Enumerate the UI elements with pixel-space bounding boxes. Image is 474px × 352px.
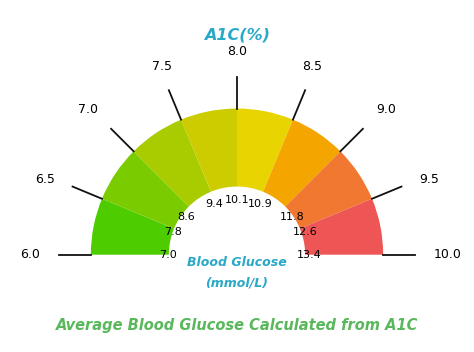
Wedge shape (285, 151, 372, 229)
Text: 9.5: 9.5 (419, 173, 438, 186)
Text: 8.0: 8.0 (227, 45, 247, 58)
Wedge shape (91, 199, 175, 255)
Text: 7.5: 7.5 (152, 60, 172, 73)
Text: 8.6: 8.6 (177, 212, 195, 222)
Text: 7.0: 7.0 (159, 250, 177, 260)
Wedge shape (181, 108, 237, 193)
Circle shape (170, 187, 304, 322)
Text: 10.9: 10.9 (247, 199, 273, 209)
Text: 7.8: 7.8 (164, 227, 182, 237)
Text: 10.1: 10.1 (225, 195, 249, 205)
Wedge shape (134, 120, 211, 207)
Text: A1C(%): A1C(%) (204, 28, 270, 43)
Text: (mmol/L): (mmol/L) (206, 276, 268, 289)
Wedge shape (299, 199, 383, 255)
Text: 13.4: 13.4 (297, 250, 322, 260)
Text: Average Blood Glucose Calculated from A1C: Average Blood Glucose Calculated from A1… (56, 319, 418, 333)
Text: Blood Glucose: Blood Glucose (187, 256, 287, 269)
Text: 9.0: 9.0 (376, 102, 396, 115)
Text: 6.5: 6.5 (36, 173, 55, 186)
Wedge shape (263, 120, 340, 207)
Text: 10.0: 10.0 (434, 248, 462, 261)
Text: 6.0: 6.0 (20, 248, 40, 261)
Wedge shape (237, 108, 293, 193)
Text: 9.4: 9.4 (205, 199, 223, 209)
Text: 12.6: 12.6 (292, 227, 317, 237)
Wedge shape (102, 151, 189, 229)
Text: 8.5: 8.5 (302, 60, 322, 73)
Text: 7.0: 7.0 (78, 102, 98, 115)
Text: 11.8: 11.8 (279, 212, 304, 222)
